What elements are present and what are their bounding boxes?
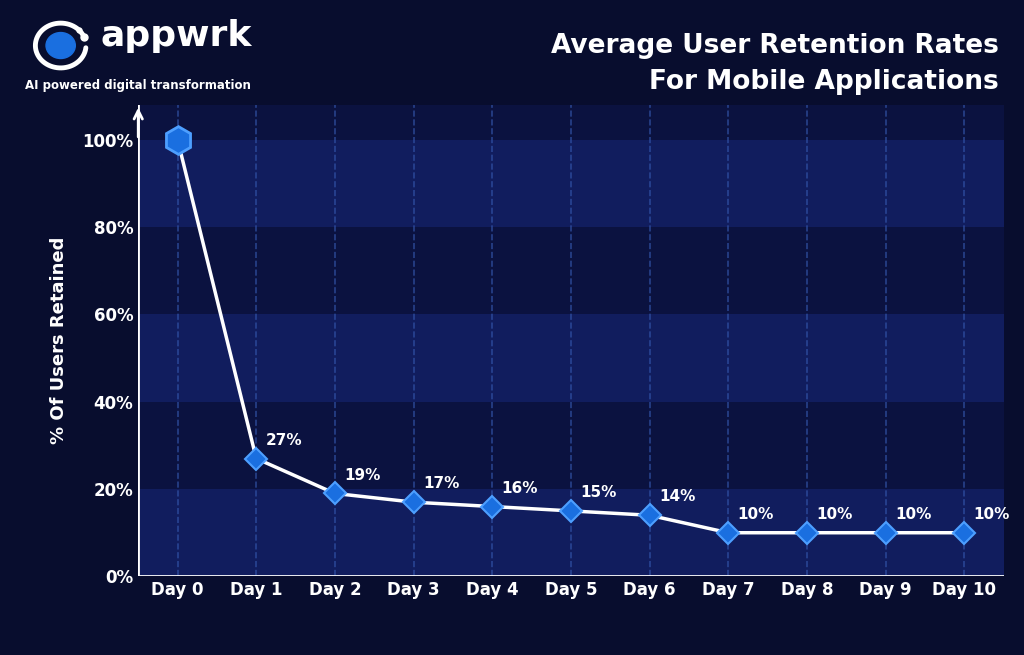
Text: 10%: 10% xyxy=(974,507,1010,522)
Text: appwrk: appwrk xyxy=(100,19,252,53)
Circle shape xyxy=(46,33,76,58)
Text: AI powered digital transformation: AI powered digital transformation xyxy=(26,79,251,92)
Text: 19%: 19% xyxy=(344,468,381,483)
Text: 16%: 16% xyxy=(502,481,539,496)
Bar xyxy=(138,402,1004,489)
Text: 10%: 10% xyxy=(737,507,774,522)
Text: 10%: 10% xyxy=(895,507,932,522)
Bar xyxy=(138,314,1004,402)
Text: Average User Retention Rates
For Mobile Applications: Average User Retention Rates For Mobile … xyxy=(551,33,998,95)
Text: 15%: 15% xyxy=(581,485,616,500)
Bar xyxy=(138,489,1004,576)
Text: 14%: 14% xyxy=(659,489,695,504)
Text: 17%: 17% xyxy=(423,476,460,491)
Text: 27%: 27% xyxy=(265,432,302,447)
Text: 10%: 10% xyxy=(816,507,853,522)
Y-axis label: % Of Users Retained: % Of Users Retained xyxy=(50,237,69,444)
Bar xyxy=(138,227,1004,314)
Bar xyxy=(138,140,1004,227)
